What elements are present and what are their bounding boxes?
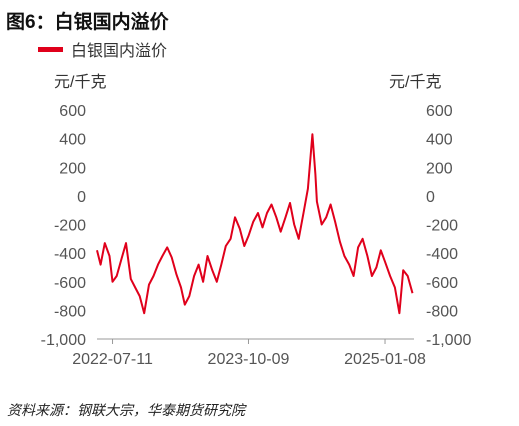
y-tick-label-left: 400 — [59, 132, 86, 149]
y-tick-label-right: -1,000 — [426, 332, 471, 349]
x-tick-label: 2025-01-08 — [344, 351, 426, 368]
y-tick-label-right: 400 — [426, 132, 453, 149]
right-axis-unit: 元/千克 — [389, 74, 442, 91]
source-note: 资料来源：钢联大宗，华泰期货研究院 — [7, 402, 245, 418]
y-tick-label-left: 200 — [59, 160, 86, 177]
y-tick-label-left: -1,000 — [41, 332, 86, 349]
y-tick-label-left: 0 — [77, 189, 86, 206]
x-tick-label: 2023-10-09 — [208, 351, 290, 368]
legend: 白银国内溢价 — [38, 37, 167, 61]
x-tick-label: 2022-07-11 — [72, 351, 153, 368]
y-tick-label-left: -600 — [54, 275, 86, 292]
legend-swatch — [38, 46, 63, 52]
y-tick-label-right: -800 — [426, 303, 458, 320]
y-tick-label-right: 200 — [426, 160, 453, 177]
left-axis-unit: 元/千克 — [54, 74, 107, 91]
y-tick-label-left: -400 — [54, 246, 86, 263]
legend-label: 白银国内溢价 — [71, 43, 168, 60]
y-tick-label-right: 0 — [426, 189, 435, 206]
y-tick-label-left: 600 — [59, 103, 86, 120]
y-tick-label-left: -200 — [54, 218, 86, 235]
series-line-silver-premium — [96, 133, 414, 315]
y-tick-label-right: -200 — [426, 218, 458, 235]
y-tick-label-right: -600 — [426, 275, 458, 292]
y-tick-label-right: 600 — [426, 103, 453, 120]
y-tick-label-left: -800 — [54, 303, 86, 320]
figure-title: 图6：白银国内溢价 — [6, 12, 169, 33]
y-tick-label-right: -400 — [426, 246, 458, 263]
line-chart: 600 600 400 400 200 200 0 0 -200 -200 -400 -400 -600… — [41, 103, 472, 368]
